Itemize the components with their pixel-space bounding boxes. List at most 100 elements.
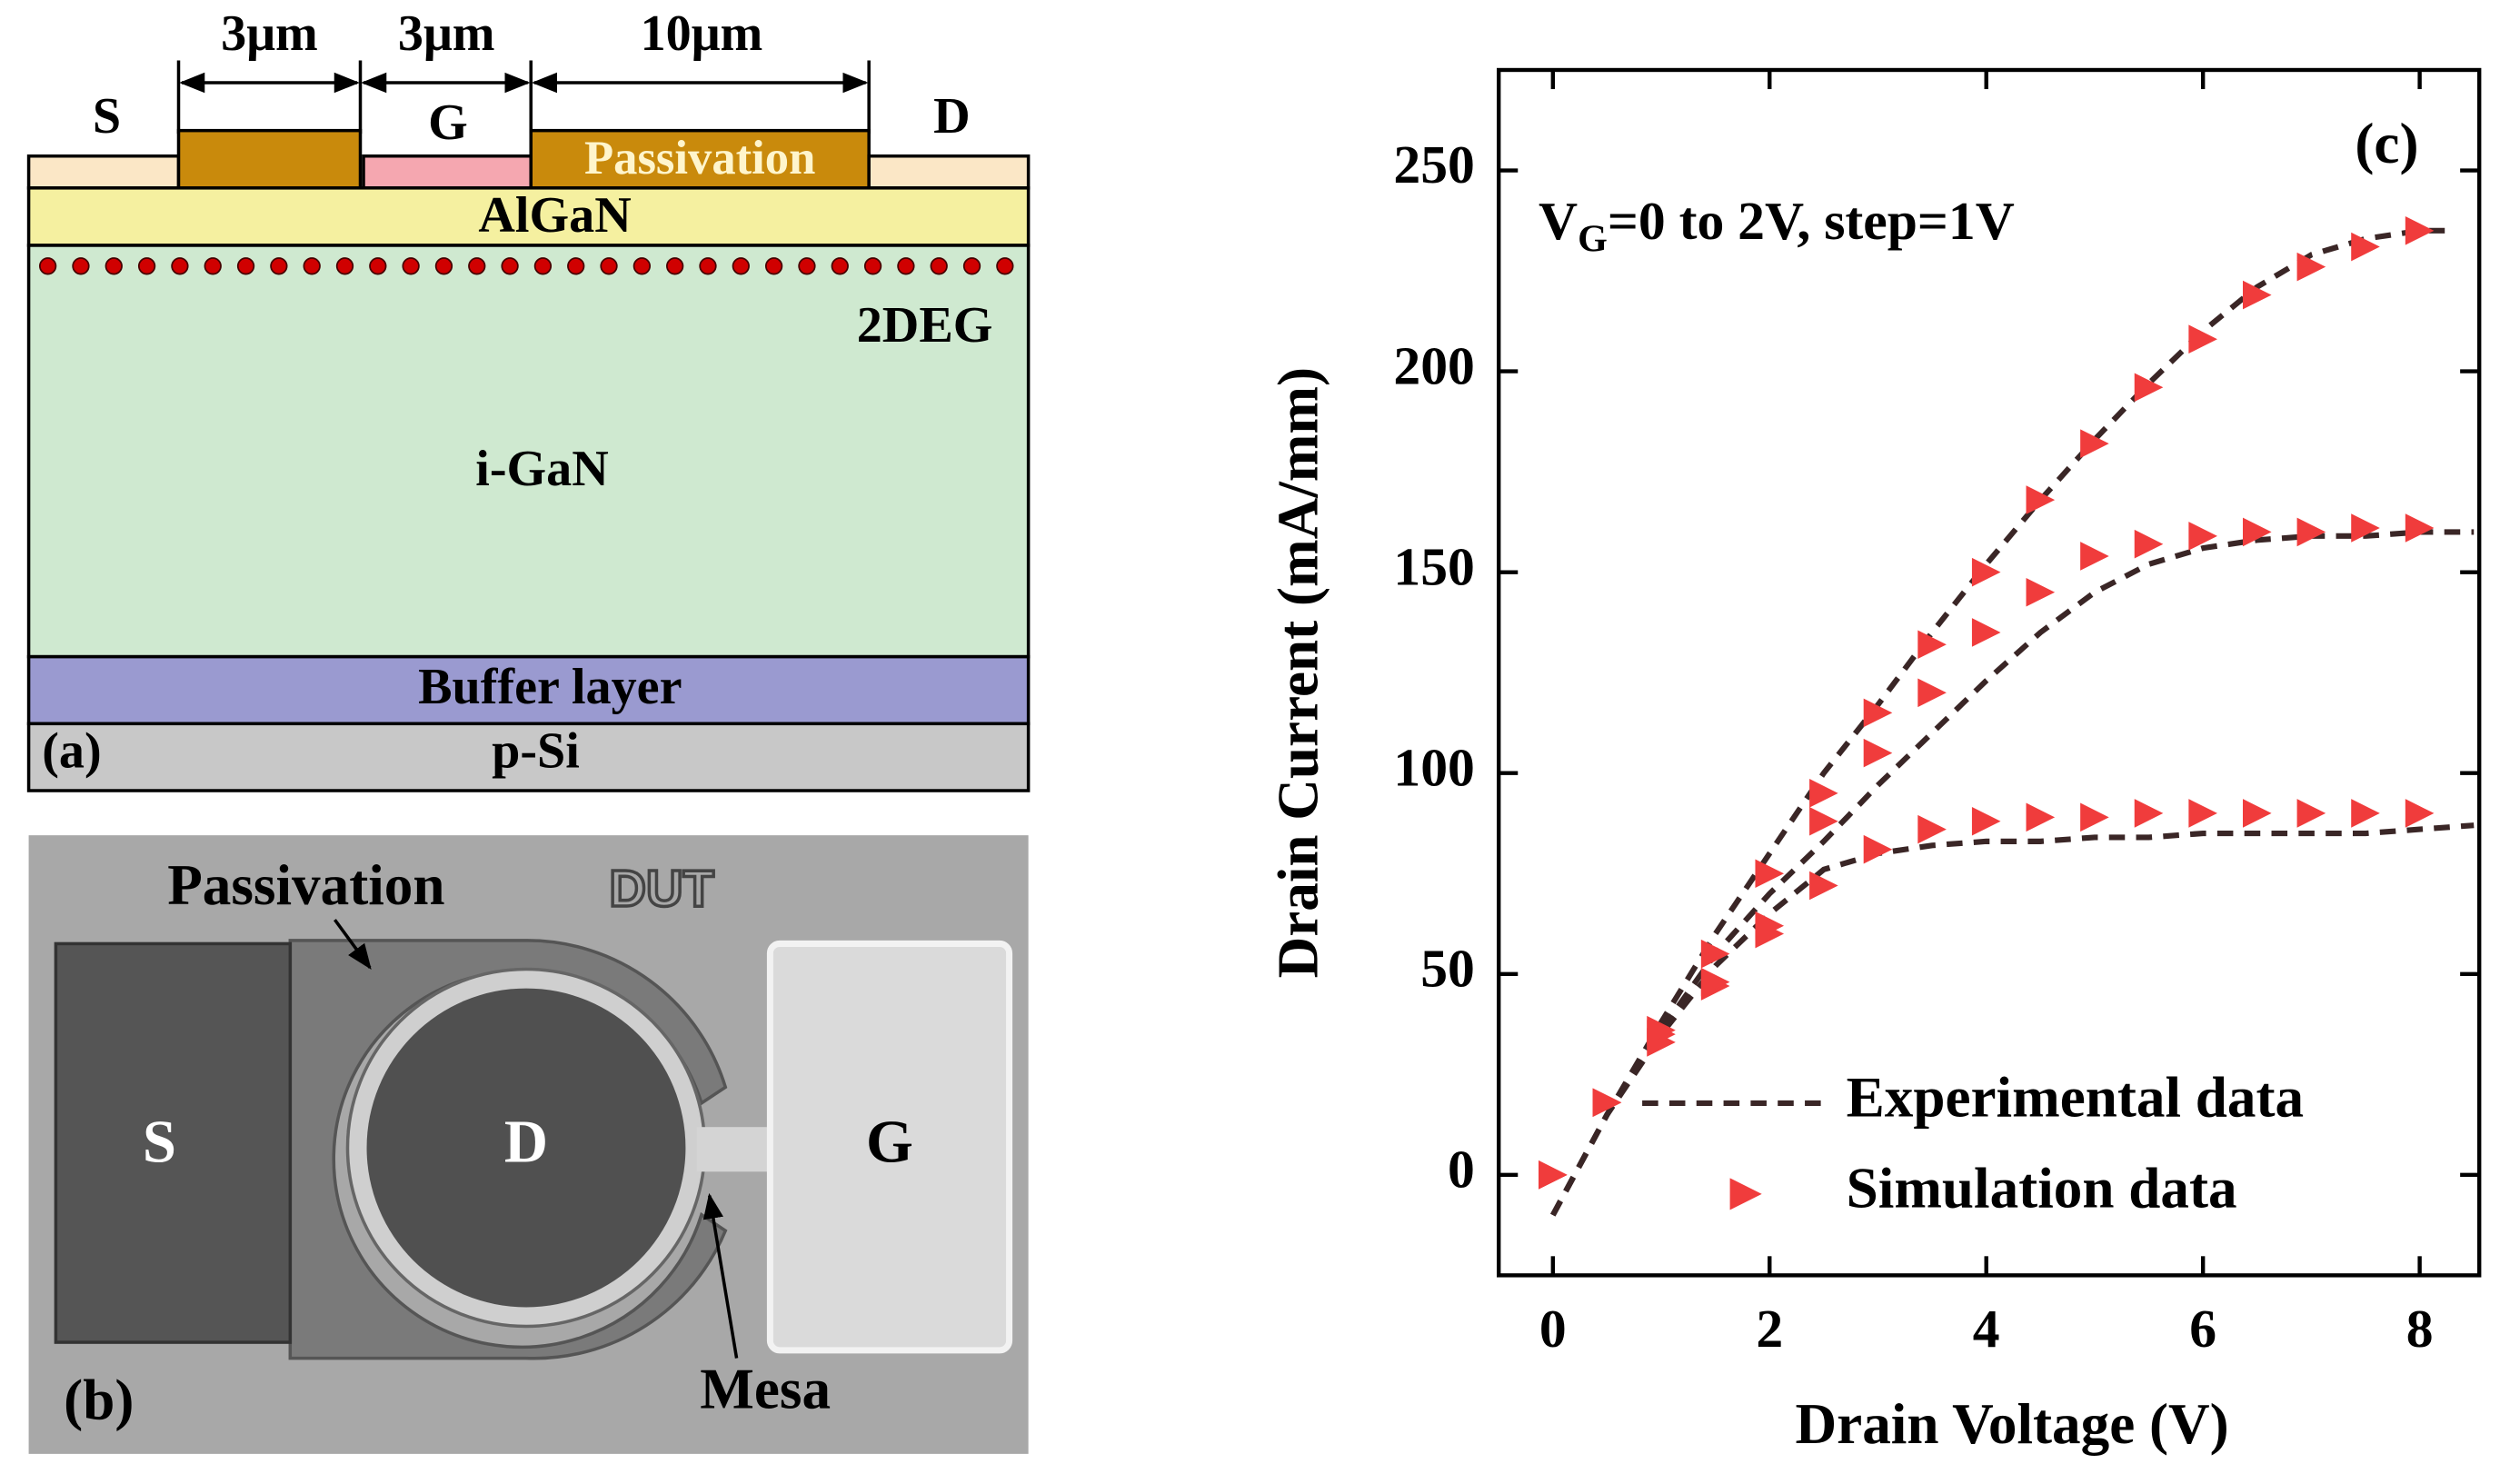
simulation-marker: [2134, 373, 2164, 403]
electron-dot: [699, 257, 717, 275]
electron-dot: [962, 257, 981, 275]
electron-dot: [567, 257, 585, 275]
electron-dot: [468, 257, 486, 275]
electron-dot: [369, 257, 387, 275]
layer-label: i-GaN: [475, 441, 609, 497]
simulation-marker: [1647, 1015, 1676, 1045]
layer-label: 2DEG: [857, 297, 993, 354]
simulation-marker: [1863, 738, 1893, 768]
x-axis-label: Drain Voltage (V): [1796, 1392, 2229, 1456]
plot-frame: [1497, 67, 2482, 1278]
electron-dot: [930, 257, 948, 275]
simulation-marker: [2188, 324, 2217, 354]
cross-section: 3μm 3μm 10μm S G D Passivation AlGaN 2DE…: [26, 5, 1031, 792]
simulation-marker: [2026, 577, 2056, 607]
electron-dot: [105, 257, 123, 275]
x-tick-label: 8: [2406, 1299, 2434, 1359]
legend-swatch: [1729, 1178, 1762, 1210]
simulation-marker: [1917, 678, 1947, 708]
simulation-marker: [1809, 806, 1838, 836]
electron-dot: [38, 257, 57, 275]
annotation-part: =0 to 2V, step=1V: [1608, 191, 2015, 251]
simulation-marker: [1971, 806, 2001, 836]
simulation-marker: [1755, 859, 1785, 889]
chart: Drain Voltage (V) Drain Current (mA/mm) …: [1267, 67, 2482, 1456]
micrograph: Passivation DUT S D G Mesa (b): [28, 835, 1029, 1454]
photo-label: Passivation: [167, 853, 444, 917]
layer-label: p-Si: [492, 722, 580, 779]
simulation-marker: [2296, 252, 2326, 282]
experimental-line: [1550, 529, 2475, 1217]
electron-dot: [666, 257, 684, 275]
electron-dot: [270, 257, 288, 275]
panel-label: (b): [64, 1369, 134, 1432]
y-axis-label: Drain Current (mA/mm): [1267, 367, 1330, 978]
simulation-marker: [2026, 802, 2056, 832]
legend-label: Simulation data: [1847, 1156, 2237, 1220]
simulation-marker: [1700, 939, 1730, 969]
simulation-marker: [2351, 513, 2380, 543]
simulation-marker: [2351, 799, 2380, 828]
electron-dot: [236, 257, 255, 275]
dimension-label: 3μm: [221, 5, 318, 62]
electron-dot: [402, 257, 420, 275]
electron-dot: [996, 257, 1014, 275]
x-tick-label: 2: [1756, 1299, 1783, 1359]
y-tick-label: 150: [1393, 536, 1474, 596]
photo-label: S: [143, 1109, 176, 1175]
electrode-label: S: [93, 88, 121, 144]
annotation-part: V: [1539, 191, 1578, 251]
x-tick-label: 4: [1973, 1299, 2000, 1359]
simulation-marker: [2405, 799, 2435, 828]
electron-dot: [732, 257, 750, 275]
simulation-marker: [1917, 630, 1947, 660]
simulation-marker: [2405, 216, 2435, 245]
photo-label: D: [504, 1109, 548, 1175]
electron-dot: [335, 257, 354, 275]
simulation-marker: [1809, 779, 1838, 808]
simulation-marker: [2242, 799, 2272, 828]
simulation-marker: [2080, 429, 2109, 458]
simulation-marker: [1863, 698, 1893, 728]
legend-label: Experimental data: [1847, 1065, 2304, 1129]
simulation-marker: [1592, 1088, 1622, 1118]
electrode-label: G: [428, 95, 468, 151]
simulation-marker: [2405, 513, 2435, 543]
simulation-marker: [2188, 522, 2217, 551]
dimension-label: 10μm: [641, 5, 763, 62]
electron-dot: [632, 257, 651, 275]
photo-label: Mesa: [700, 1357, 831, 1420]
electron-dot: [764, 257, 783, 275]
simulation-marker: [2134, 529, 2164, 559]
photo-label: G: [866, 1109, 913, 1175]
y-tick-label: 250: [1393, 134, 1474, 194]
dimension-label: 3μm: [398, 5, 495, 62]
simulation-marker: [1863, 834, 1893, 864]
simulation-marker: [2242, 280, 2272, 310]
simulation-marker: [2080, 542, 2109, 571]
x-tick-label: 6: [2189, 1299, 2216, 1359]
simulation-marker: [2080, 802, 2109, 832]
electron-dot: [434, 257, 453, 275]
simulation-marker: [2296, 799, 2326, 828]
layer-label: Passivation: [584, 132, 815, 184]
y-tick-label: 200: [1393, 335, 1474, 395]
electron-dot: [303, 257, 321, 275]
electron-dot: [831, 257, 849, 275]
simulation-marker: [1700, 967, 1730, 997]
photo-label: DUT: [609, 860, 713, 917]
layer-label: Buffer layer: [418, 659, 682, 715]
simulation-marker: [2242, 517, 2272, 547]
simulation-marker: [1809, 871, 1838, 901]
electron-dot: [600, 257, 618, 275]
simulation-marker: [1917, 814, 1947, 844]
simulation-marker: [2296, 517, 2326, 547]
electron-dot: [171, 257, 189, 275]
panel-label: (a): [42, 722, 101, 779]
electron-dot: [501, 257, 519, 275]
panel-label: (c): [2355, 112, 2418, 175]
simulation-marker: [2351, 232, 2380, 262]
y-tick-label: 100: [1393, 737, 1474, 797]
y-tick-label: 50: [1420, 938, 1475, 998]
